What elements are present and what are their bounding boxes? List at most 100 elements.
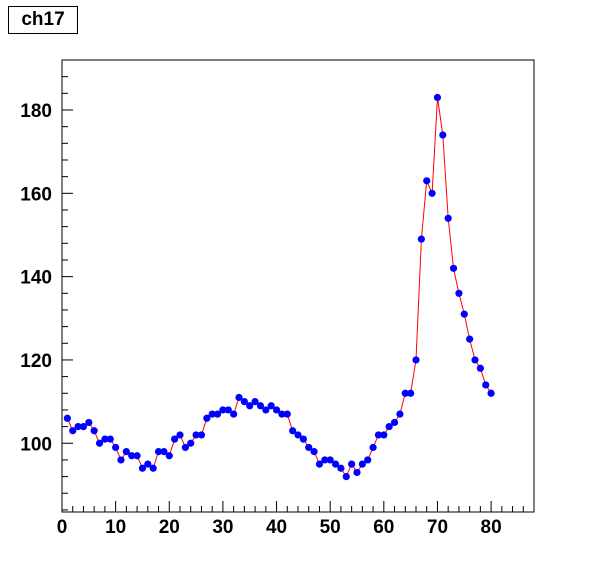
data-point bbox=[154, 447, 163, 456]
data-point bbox=[476, 364, 484, 372]
y-tick-label: 120 bbox=[20, 351, 52, 372]
data-point bbox=[299, 435, 307, 443]
data-point bbox=[197, 431, 206, 439]
data-point bbox=[79, 422, 88, 431]
data-point bbox=[165, 452, 173, 460]
data-point bbox=[208, 410, 216, 418]
data-point bbox=[289, 427, 297, 435]
data-point bbox=[176, 431, 184, 439]
x-tick-label: 50 bbox=[320, 517, 341, 538]
y-tick-labels: 100 120 140 160 180 bbox=[20, 101, 52, 455]
plot-frame bbox=[61, 59, 535, 513]
data-point bbox=[246, 402, 254, 410]
data-point bbox=[112, 443, 120, 452]
data-point bbox=[117, 456, 125, 464]
data-point bbox=[160, 447, 168, 456]
data-point bbox=[262, 406, 270, 414]
data-point bbox=[90, 427, 98, 435]
data-point bbox=[283, 410, 291, 418]
data-point bbox=[331, 460, 340, 468]
data-point bbox=[417, 235, 425, 243]
data-point bbox=[171, 435, 179, 443]
data-point bbox=[390, 418, 399, 427]
data-points bbox=[63, 93, 495, 481]
y-tick-label: 180 bbox=[20, 101, 52, 122]
data-point bbox=[240, 398, 248, 406]
data-point bbox=[187, 439, 195, 447]
axis-ticks bbox=[61, 59, 535, 512]
data-point bbox=[310, 447, 318, 456]
data-point bbox=[471, 356, 479, 364]
data-point bbox=[337, 464, 345, 472]
data-point bbox=[69, 427, 77, 435]
y-tick-label: 160 bbox=[20, 184, 52, 205]
data-point bbox=[144, 460, 152, 468]
data-point bbox=[251, 398, 259, 406]
data-point bbox=[369, 443, 377, 452]
data-point bbox=[326, 456, 334, 464]
data-point bbox=[149, 464, 157, 472]
data-point bbox=[219, 406, 227, 414]
data-point bbox=[181, 443, 189, 452]
data-point bbox=[460, 310, 468, 318]
x-tick-label: 20 bbox=[159, 517, 180, 538]
data-point bbox=[85, 418, 93, 427]
chart-title: ch17 bbox=[8, 6, 78, 34]
data-point bbox=[364, 456, 372, 464]
data-point bbox=[278, 410, 286, 418]
x-tick-label: 80 bbox=[481, 517, 502, 538]
data-point bbox=[396, 410, 404, 418]
data-point bbox=[423, 177, 431, 185]
x-tick-label: 60 bbox=[373, 517, 394, 538]
x-tick-label: 40 bbox=[266, 517, 287, 538]
data-point bbox=[428, 189, 436, 197]
data-point bbox=[272, 406, 281, 414]
data-point bbox=[122, 447, 130, 456]
data-point bbox=[106, 435, 114, 443]
data-point bbox=[449, 264, 458, 272]
data-point bbox=[401, 389, 409, 397]
data-point bbox=[95, 439, 104, 447]
data-point bbox=[256, 402, 265, 410]
data-point bbox=[348, 460, 356, 468]
data-point bbox=[267, 402, 275, 410]
data-point bbox=[353, 468, 361, 477]
data-point bbox=[138, 464, 147, 472]
data-point bbox=[412, 356, 420, 364]
data-point bbox=[487, 389, 495, 397]
data-point bbox=[203, 414, 211, 422]
data-point bbox=[385, 422, 393, 431]
x-tick-label: 30 bbox=[212, 517, 233, 538]
data-point bbox=[439, 131, 447, 139]
data-point bbox=[342, 472, 350, 481]
data-point bbox=[133, 452, 141, 460]
data-point bbox=[380, 431, 388, 439]
data-point bbox=[192, 431, 200, 439]
data-point bbox=[466, 335, 474, 343]
data-point bbox=[224, 406, 232, 414]
data-point bbox=[74, 422, 82, 431]
data-point bbox=[444, 214, 452, 222]
data-point bbox=[230, 410, 238, 418]
data-point bbox=[455, 289, 463, 297]
x-tick-labels: 0 10 20 30 40 50 60 70 80 bbox=[57, 517, 502, 538]
data-point bbox=[63, 414, 71, 422]
data-point bbox=[294, 431, 302, 439]
y-tick-label: 140 bbox=[20, 268, 52, 289]
data-point bbox=[321, 456, 329, 464]
data-point bbox=[407, 389, 415, 397]
series-line bbox=[66, 97, 492, 478]
data-point bbox=[101, 435, 109, 443]
data-point bbox=[374, 431, 383, 439]
data-point bbox=[305, 443, 313, 452]
data-point bbox=[358, 460, 366, 468]
data-point bbox=[433, 93, 442, 102]
data-point bbox=[315, 460, 324, 468]
y-tick-label: 100 bbox=[20, 434, 52, 455]
data-point bbox=[213, 410, 222, 418]
x-tick-label: 70 bbox=[427, 517, 448, 538]
data-point bbox=[482, 381, 490, 389]
data-point bbox=[235, 393, 243, 402]
x-tick-label: 0 bbox=[57, 517, 68, 538]
